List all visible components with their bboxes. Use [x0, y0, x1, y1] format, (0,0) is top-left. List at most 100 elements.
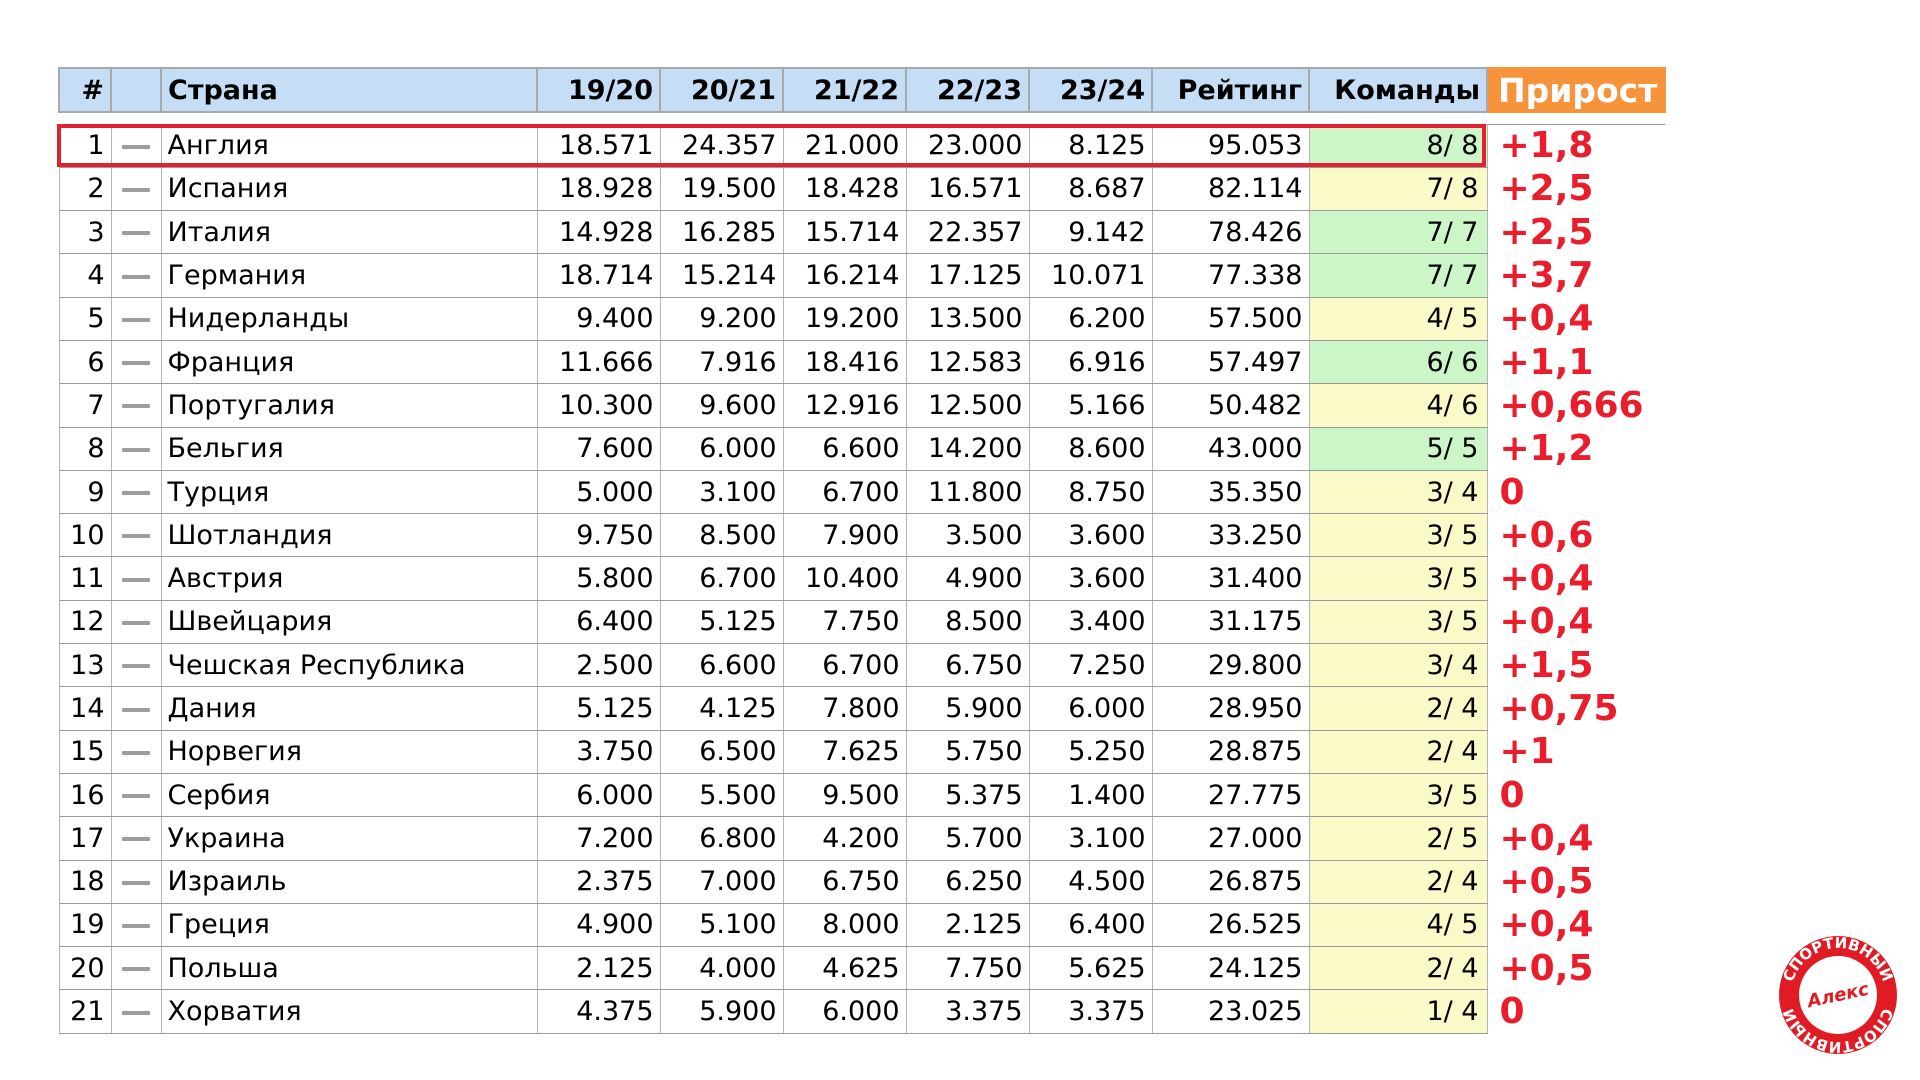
season-23-24-cell: 3.100 [1029, 816, 1153, 861]
country-cell: Англия [161, 123, 538, 168]
trend-cell [111, 600, 162, 645]
rank-cell: 17 [58, 816, 112, 861]
season-21-22-cell: 16.214 [783, 253, 907, 298]
rating-cell: 26.525 [1152, 903, 1310, 948]
season-23-24-cell: 6.400 [1029, 903, 1153, 948]
rank-cell: 19 [58, 903, 112, 948]
season-19-20-cell: 14.928 [537, 210, 661, 255]
header-season-22-23[interactable]: 22/23 [905, 67, 1030, 113]
table-row: 5 Нидерланды 9.400 9.200 19.200 13.500 6.200 57… [58, 297, 1665, 341]
season-22-23-cell: 3.375 [906, 989, 1030, 1034]
season-22-23-cell: 22.357 [906, 210, 1030, 255]
season-20-21-cell: 4.125 [660, 686, 784, 731]
table-row: 2 Испания 18.928 19.500 18.428 16.571 8.687 82.… [58, 167, 1665, 212]
country-cell: Турция [161, 470, 538, 515]
teams-cell: 4/ 6 [1309, 383, 1488, 428]
growth-value: +0,4 [1499, 558, 1594, 600]
season-20-21-cell: 4.000 [660, 946, 784, 991]
rank-cell: 9 [58, 470, 112, 515]
growth-value: 0 [1499, 774, 1525, 816]
rating-cell: 24.125 [1152, 946, 1310, 991]
teams-cell: 2/ 4 [1309, 946, 1488, 991]
table-row: 21 Хорватия 4.375 5.900 6.000 3.375 3.375 23.02… [58, 989, 1665, 1034]
header-season-19-20[interactable]: 19/20 [536, 67, 661, 113]
header-season-20-21[interactable]: 20/21 [659, 67, 784, 113]
table-row: 13 Чешская Республика 2.500 6.600 6.700 6.750… [58, 643, 1665, 688]
header-season-21-22[interactable]: 21/22 [782, 67, 907, 113]
season-20-21-cell: 5.100 [660, 903, 784, 948]
season-23-24-cell: 5.166 [1029, 383, 1153, 428]
table-row: 16 Сербия 6.000 5.500 9.500 5.375 1.400 27.775 3… [58, 773, 1665, 818]
trend-cell [111, 340, 162, 385]
table-row: 18 Израиль 2.375 7.000 6.750 6.250 4.500 26.875… [58, 860, 1665, 904]
teams-cell: 2/ 4 [1309, 860, 1488, 904]
season-20-21-cell: 19.500 [660, 167, 784, 212]
rating-cell: 23.025 [1152, 989, 1310, 1034]
teams-cell: 3/ 5 [1309, 556, 1488, 601]
header-teams[interactable]: Команды [1308, 67, 1488, 113]
season-20-21-cell: 5.900 [660, 989, 784, 1034]
no-change-dash-icon [122, 794, 150, 799]
season-19-20-cell: 18.571 [537, 123, 661, 168]
growth-value: +2,5 [1499, 168, 1594, 210]
season-22-23-cell: 5.750 [906, 730, 1030, 774]
teams-cell: 3/ 5 [1309, 773, 1488, 818]
season-19-20-cell: 18.928 [537, 167, 661, 212]
rank-cell: 13 [58, 643, 112, 688]
rating-cell: 50.482 [1152, 383, 1310, 428]
rating-cell: 31.175 [1152, 600, 1310, 645]
rating-cell: 57.497 [1152, 340, 1310, 385]
rank-cell: 10 [58, 513, 112, 558]
trend-cell [111, 427, 162, 471]
rank-cell: 7 [58, 383, 112, 428]
season-20-21-cell: 6.800 [660, 816, 784, 861]
teams-cell: 4/ 5 [1309, 903, 1488, 948]
season-19-20-cell: 6.000 [537, 773, 661, 818]
season-21-22-cell: 21.000 [783, 123, 907, 168]
teams-cell: 3/ 5 [1309, 600, 1488, 645]
season-22-23-cell: 17.125 [906, 253, 1030, 298]
header-rating[interactable]: Рейтинг [1151, 67, 1310, 113]
no-change-dash-icon [122, 491, 150, 496]
season-23-24-cell: 4.500 [1029, 860, 1153, 904]
season-23-24-cell: 5.250 [1029, 730, 1153, 774]
growth-value: +0,4 [1499, 817, 1594, 859]
season-21-22-cell: 8.000 [783, 903, 907, 948]
season-21-22-cell: 12.916 [783, 383, 907, 428]
season-22-23-cell: 2.125 [906, 903, 1030, 948]
growth-value: +0,5 [1499, 947, 1594, 989]
season-23-24-cell: 7.250 [1029, 643, 1153, 688]
teams-cell: 7/ 8 [1309, 167, 1488, 212]
season-20-21-cell: 8.500 [660, 513, 784, 558]
header-country[interactable]: Страна [160, 67, 538, 113]
growth-value: +0,4 [1499, 601, 1594, 643]
season-22-23-cell: 7.750 [906, 946, 1030, 991]
country-cell: Сербия [161, 773, 538, 818]
table-row: 15 Норвегия 3.750 6.500 7.625 5.750 5.250 28.87… [58, 730, 1665, 774]
growth-value: +0,6 [1499, 514, 1594, 556]
growth-value: +3,7 [1499, 255, 1594, 297]
season-22-23-cell: 11.800 [906, 470, 1030, 515]
growth-value: +0,5 [1499, 861, 1594, 903]
season-23-24-cell: 6.200 [1029, 297, 1153, 341]
trend-cell [111, 989, 162, 1034]
header-season-23-24[interactable]: 23/24 [1028, 67, 1153, 113]
season-22-23-cell: 5.900 [906, 686, 1030, 731]
season-23-24-cell: 5.625 [1029, 946, 1153, 991]
table-row: 11 Австрия 5.800 6.700 10.400 4.900 3.600 31.40… [58, 556, 1665, 601]
table-row: 10 Шотландия 9.750 8.500 7.900 3.500 3.600 33.2… [58, 513, 1665, 558]
rank-cell: 12 [58, 600, 112, 645]
season-19-20-cell: 4.900 [537, 903, 661, 948]
country-cell: Дания [161, 686, 538, 731]
season-23-24-cell: 8.600 [1029, 427, 1153, 471]
no-change-dash-icon [122, 144, 150, 149]
trend-cell [111, 686, 162, 731]
rank-cell: 5 [58, 297, 112, 341]
no-change-dash-icon [122, 231, 150, 236]
header-rank[interactable]: # [58, 67, 112, 113]
no-change-dash-icon [122, 404, 150, 409]
teams-cell: 2/ 4 [1309, 686, 1488, 731]
rating-cell: 77.338 [1152, 253, 1310, 298]
trend-cell [111, 123, 162, 168]
season-20-21-cell: 7.000 [660, 860, 784, 904]
